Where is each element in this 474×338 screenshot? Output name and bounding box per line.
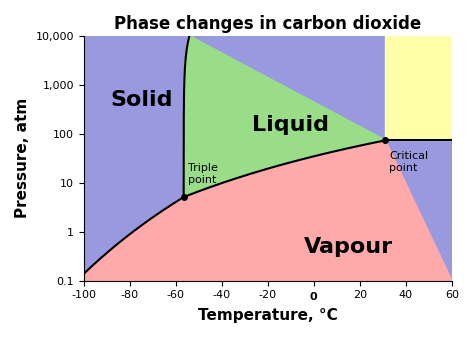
Polygon shape [84,140,452,281]
Polygon shape [183,36,385,197]
Y-axis label: Pressure, atm: Pressure, atm [15,98,30,218]
Text: Critical
point: Critical point [389,151,428,173]
Polygon shape [385,36,452,140]
Text: Vapour: Vapour [304,237,393,257]
X-axis label: Temperature, °C: Temperature, °C [198,308,338,323]
Polygon shape [183,36,385,197]
Title: Phase changes in carbon dioxide: Phase changes in carbon dioxide [114,15,421,33]
Polygon shape [84,36,452,281]
Text: Solid: Solid [110,90,173,110]
Polygon shape [183,140,385,197]
Text: Triple
point: Triple point [188,163,218,185]
Text: Liquid: Liquid [252,115,329,135]
